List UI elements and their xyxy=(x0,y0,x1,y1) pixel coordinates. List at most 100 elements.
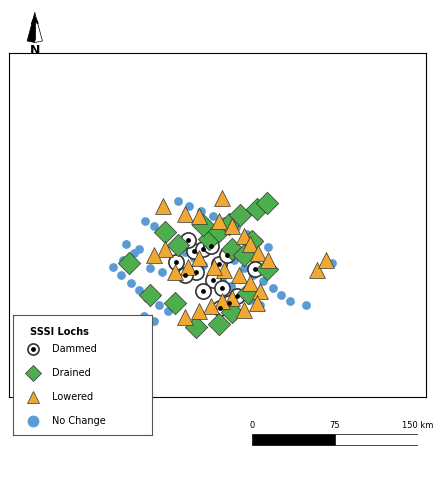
Point xyxy=(233,292,240,300)
Point xyxy=(150,317,157,325)
Point xyxy=(215,227,222,235)
Point xyxy=(186,202,193,210)
Point xyxy=(230,256,237,264)
Point xyxy=(216,304,223,312)
Point xyxy=(172,258,179,266)
Point xyxy=(195,307,202,315)
Point xyxy=(174,240,181,248)
Point xyxy=(209,212,216,220)
Point xyxy=(224,252,230,260)
Point xyxy=(253,206,260,214)
Point xyxy=(191,246,197,254)
Point xyxy=(199,288,206,296)
Point xyxy=(236,211,243,219)
Point xyxy=(209,276,216,284)
Point xyxy=(220,217,227,225)
Text: SSSI Lochs: SSSI Lochs xyxy=(30,327,89,337)
Point xyxy=(313,266,320,274)
Point xyxy=(192,323,199,331)
Point xyxy=(247,296,253,304)
Point xyxy=(216,304,223,312)
Point xyxy=(210,263,217,271)
Point xyxy=(253,298,260,306)
Point xyxy=(240,232,247,240)
Polygon shape xyxy=(35,12,43,42)
Point xyxy=(181,271,187,279)
Point xyxy=(199,221,206,229)
Point xyxy=(264,243,271,251)
Point xyxy=(191,246,197,254)
Point xyxy=(205,235,212,243)
Point xyxy=(171,298,178,306)
Bar xyxy=(334,434,417,444)
Point xyxy=(240,264,247,272)
Text: 0: 0 xyxy=(249,420,254,430)
Point xyxy=(209,269,216,277)
Point xyxy=(247,279,253,287)
Point xyxy=(263,265,270,273)
Point xyxy=(218,284,225,292)
Text: Dammed: Dammed xyxy=(52,344,96,353)
Point xyxy=(181,271,187,279)
Point xyxy=(321,256,328,264)
Point xyxy=(184,236,191,244)
Point xyxy=(158,268,165,276)
Point xyxy=(251,265,258,273)
Point xyxy=(122,240,129,248)
Point xyxy=(207,302,214,310)
Point xyxy=(171,240,178,248)
Point xyxy=(161,244,168,252)
Point xyxy=(127,279,134,287)
Point xyxy=(256,300,263,308)
Point xyxy=(150,252,157,260)
Point xyxy=(218,284,225,292)
Point xyxy=(150,222,157,230)
Point xyxy=(227,282,233,290)
Point xyxy=(228,244,235,252)
Point xyxy=(218,194,225,202)
Point xyxy=(244,289,251,297)
Point xyxy=(181,210,187,218)
Point xyxy=(215,217,222,225)
Point xyxy=(240,306,247,314)
Point xyxy=(225,298,232,306)
Point xyxy=(277,291,284,299)
Point xyxy=(141,217,148,225)
Point xyxy=(191,254,197,262)
Point xyxy=(225,298,232,306)
Bar xyxy=(252,434,334,444)
Point xyxy=(328,260,335,268)
Text: Lowered: Lowered xyxy=(52,392,93,402)
Point xyxy=(254,236,261,244)
Point xyxy=(160,202,167,210)
Point xyxy=(224,252,230,260)
Point xyxy=(184,236,191,244)
Text: 75: 75 xyxy=(329,420,339,430)
Text: Drained: Drained xyxy=(52,368,91,378)
Point xyxy=(192,268,199,276)
Point xyxy=(263,199,270,207)
Point xyxy=(117,271,124,279)
Point xyxy=(218,297,225,305)
Point xyxy=(192,268,199,276)
Text: No Change: No Change xyxy=(52,416,105,426)
Point xyxy=(209,276,216,284)
Point xyxy=(199,244,206,252)
Point xyxy=(233,292,240,300)
Point xyxy=(286,297,293,305)
Point xyxy=(249,271,256,279)
Point xyxy=(140,312,147,320)
Point xyxy=(264,256,271,264)
Point xyxy=(164,307,171,315)
Point xyxy=(254,250,261,258)
Point xyxy=(215,260,222,268)
Point xyxy=(251,265,258,273)
Point xyxy=(119,256,126,264)
Point xyxy=(172,258,179,266)
Point xyxy=(199,288,206,296)
Point xyxy=(207,242,214,250)
Text: N: N xyxy=(30,44,40,58)
Point xyxy=(161,232,168,240)
Point xyxy=(256,288,263,296)
Point xyxy=(228,222,235,230)
